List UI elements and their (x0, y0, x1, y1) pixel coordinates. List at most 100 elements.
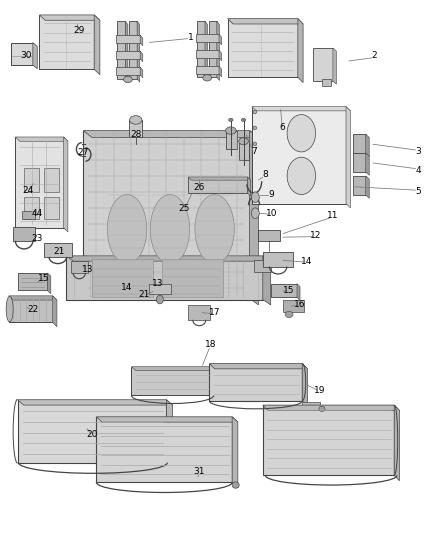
Text: 5: 5 (415, 188, 421, 196)
Polygon shape (162, 259, 223, 297)
Polygon shape (196, 34, 219, 42)
Ellipse shape (232, 482, 239, 488)
Polygon shape (18, 400, 173, 405)
Polygon shape (254, 260, 271, 272)
Polygon shape (188, 305, 210, 320)
Text: 16: 16 (294, 301, 306, 309)
Polygon shape (116, 35, 140, 43)
Ellipse shape (241, 118, 246, 122)
Polygon shape (258, 230, 280, 241)
Polygon shape (214, 367, 218, 399)
Polygon shape (39, 15, 100, 20)
Polygon shape (228, 19, 303, 24)
Polygon shape (15, 137, 68, 141)
Ellipse shape (195, 195, 234, 264)
Text: 18: 18 (205, 341, 216, 349)
Text: 12: 12 (310, 231, 321, 240)
Polygon shape (196, 66, 219, 74)
Text: 17: 17 (209, 309, 220, 317)
Polygon shape (129, 21, 137, 79)
Ellipse shape (287, 157, 315, 195)
Text: 21: 21 (53, 247, 65, 256)
Polygon shape (9, 296, 53, 322)
Polygon shape (137, 21, 140, 82)
Polygon shape (333, 48, 336, 84)
Polygon shape (9, 296, 57, 300)
Text: 22: 22 (27, 305, 39, 313)
Text: 28: 28 (130, 130, 141, 139)
Polygon shape (116, 67, 140, 75)
Polygon shape (140, 35, 143, 46)
Polygon shape (298, 19, 303, 83)
Polygon shape (92, 259, 153, 297)
Polygon shape (129, 120, 142, 137)
Polygon shape (283, 300, 304, 312)
Text: 44: 44 (32, 209, 43, 217)
Polygon shape (252, 107, 346, 204)
Polygon shape (44, 197, 59, 219)
Polygon shape (44, 168, 59, 192)
Polygon shape (188, 177, 247, 193)
Polygon shape (353, 176, 366, 195)
Polygon shape (219, 34, 222, 45)
Ellipse shape (107, 195, 147, 264)
Polygon shape (297, 284, 300, 301)
Text: 14: 14 (121, 284, 133, 292)
Polygon shape (13, 227, 35, 241)
Polygon shape (83, 131, 250, 298)
Polygon shape (18, 273, 47, 290)
Polygon shape (33, 43, 37, 69)
Polygon shape (366, 153, 369, 175)
Polygon shape (149, 284, 171, 294)
Polygon shape (263, 252, 293, 266)
Text: 29: 29 (73, 27, 85, 35)
Polygon shape (15, 137, 64, 228)
Text: 1: 1 (187, 33, 194, 42)
Polygon shape (302, 364, 307, 406)
Text: 25: 25 (178, 205, 190, 213)
Polygon shape (24, 168, 39, 192)
Text: 2: 2 (372, 52, 377, 60)
Text: 23: 23 (32, 234, 43, 243)
Ellipse shape (124, 76, 132, 83)
Polygon shape (228, 19, 298, 77)
Polygon shape (188, 177, 251, 180)
Text: 8: 8 (262, 170, 268, 179)
Text: 10: 10 (266, 209, 277, 217)
Polygon shape (313, 48, 333, 81)
Polygon shape (11, 43, 33, 65)
Polygon shape (252, 107, 350, 111)
Text: 6: 6 (279, 124, 286, 132)
Polygon shape (322, 79, 331, 86)
Polygon shape (196, 50, 219, 58)
Polygon shape (22, 211, 35, 219)
Polygon shape (209, 364, 302, 401)
Text: 24: 24 (23, 186, 34, 195)
Polygon shape (302, 402, 320, 415)
Polygon shape (263, 405, 399, 410)
Polygon shape (117, 21, 125, 79)
Text: 15: 15 (283, 286, 295, 295)
Ellipse shape (287, 115, 315, 152)
Polygon shape (96, 417, 232, 482)
Polygon shape (239, 141, 249, 160)
Ellipse shape (150, 195, 190, 264)
Text: 19: 19 (314, 386, 325, 394)
Text: 7: 7 (251, 148, 257, 156)
Polygon shape (226, 131, 237, 149)
Polygon shape (131, 367, 218, 370)
Text: 20: 20 (86, 430, 98, 439)
Ellipse shape (251, 208, 259, 219)
Text: 21: 21 (139, 290, 150, 298)
Polygon shape (53, 296, 57, 327)
Polygon shape (271, 284, 297, 297)
Text: 27: 27 (78, 149, 89, 157)
Polygon shape (197, 21, 205, 77)
Text: 30: 30 (21, 52, 32, 60)
Polygon shape (24, 197, 39, 219)
Ellipse shape (253, 142, 257, 146)
Polygon shape (66, 256, 271, 261)
Polygon shape (131, 367, 214, 395)
Polygon shape (250, 131, 258, 305)
Polygon shape (209, 21, 217, 77)
